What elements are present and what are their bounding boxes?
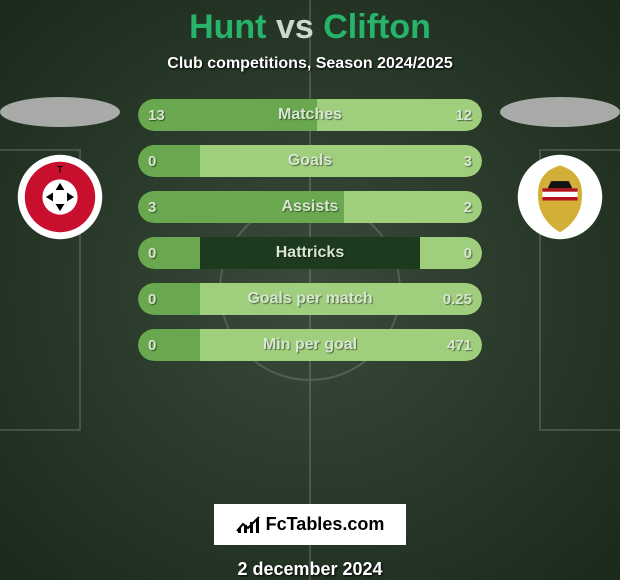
stat-label: Min per goal: [138, 329, 482, 361]
stat-value-right: 0.25: [433, 283, 482, 315]
stat-label: Goals per match: [138, 283, 482, 315]
stat-value-left: 0: [138, 145, 166, 177]
stat-bar: Goals per match0 0.25: [138, 283, 482, 315]
stat-value-left: 3: [138, 191, 166, 223]
club-badge-left: T: [16, 153, 104, 241]
page-title: Hunt vs Clifton: [189, 8, 431, 47]
title-player1: Hunt: [189, 8, 266, 46]
player-silhouette-left: [0, 97, 120, 127]
stat-bars: Matches1312Goals03Assists32Hattricks00Go…: [138, 99, 482, 361]
watermark-text: FcTables.com: [266, 514, 385, 535]
stat-label: Hattricks: [138, 237, 482, 269]
stat-value-left: 13: [138, 99, 175, 131]
player-silhouette-right: [500, 97, 620, 127]
stat-value-left: 0: [138, 283, 166, 315]
stat-label: Matches: [138, 99, 482, 131]
stat-value-right: 471: [437, 329, 482, 361]
stat-bar: Goals0 3: [138, 145, 482, 177]
stat-bar: Hattricks0 0: [138, 237, 482, 269]
svg-text:T: T: [57, 164, 63, 174]
stat-value-right: 12: [445, 99, 482, 131]
stat-label: Goals: [138, 145, 482, 177]
watermark: FcTables.com: [214, 504, 407, 545]
club-badge-right: [516, 153, 604, 241]
container: Hunt vs Clifton Club competitions, Seaso…: [0, 0, 620, 580]
title-vs: vs: [276, 8, 314, 46]
title-player2: Clifton: [323, 8, 431, 46]
stat-value-right: 3: [454, 145, 482, 177]
chart-icon: [236, 516, 260, 534]
stat-value-left: 0: [138, 237, 166, 269]
subtitle: Club competitions, Season 2024/2025: [167, 55, 452, 73]
stat-bar: Assists3 2: [138, 191, 482, 223]
stat-value-right: 0: [454, 237, 482, 269]
stat-bar: Matches13 12: [138, 99, 482, 131]
player-left-column: T: [0, 97, 120, 241]
stage: T Matches1312Goals03Assists32Hattricks00…: [0, 97, 620, 490]
date: 2 december 2024: [237, 559, 382, 580]
stat-value-left: 0: [138, 329, 166, 361]
stat-bar: Min per goal0 471: [138, 329, 482, 361]
stat-value-right: 2: [454, 191, 482, 223]
player-right-column: [500, 97, 620, 241]
stat-label: Assists: [138, 191, 482, 223]
